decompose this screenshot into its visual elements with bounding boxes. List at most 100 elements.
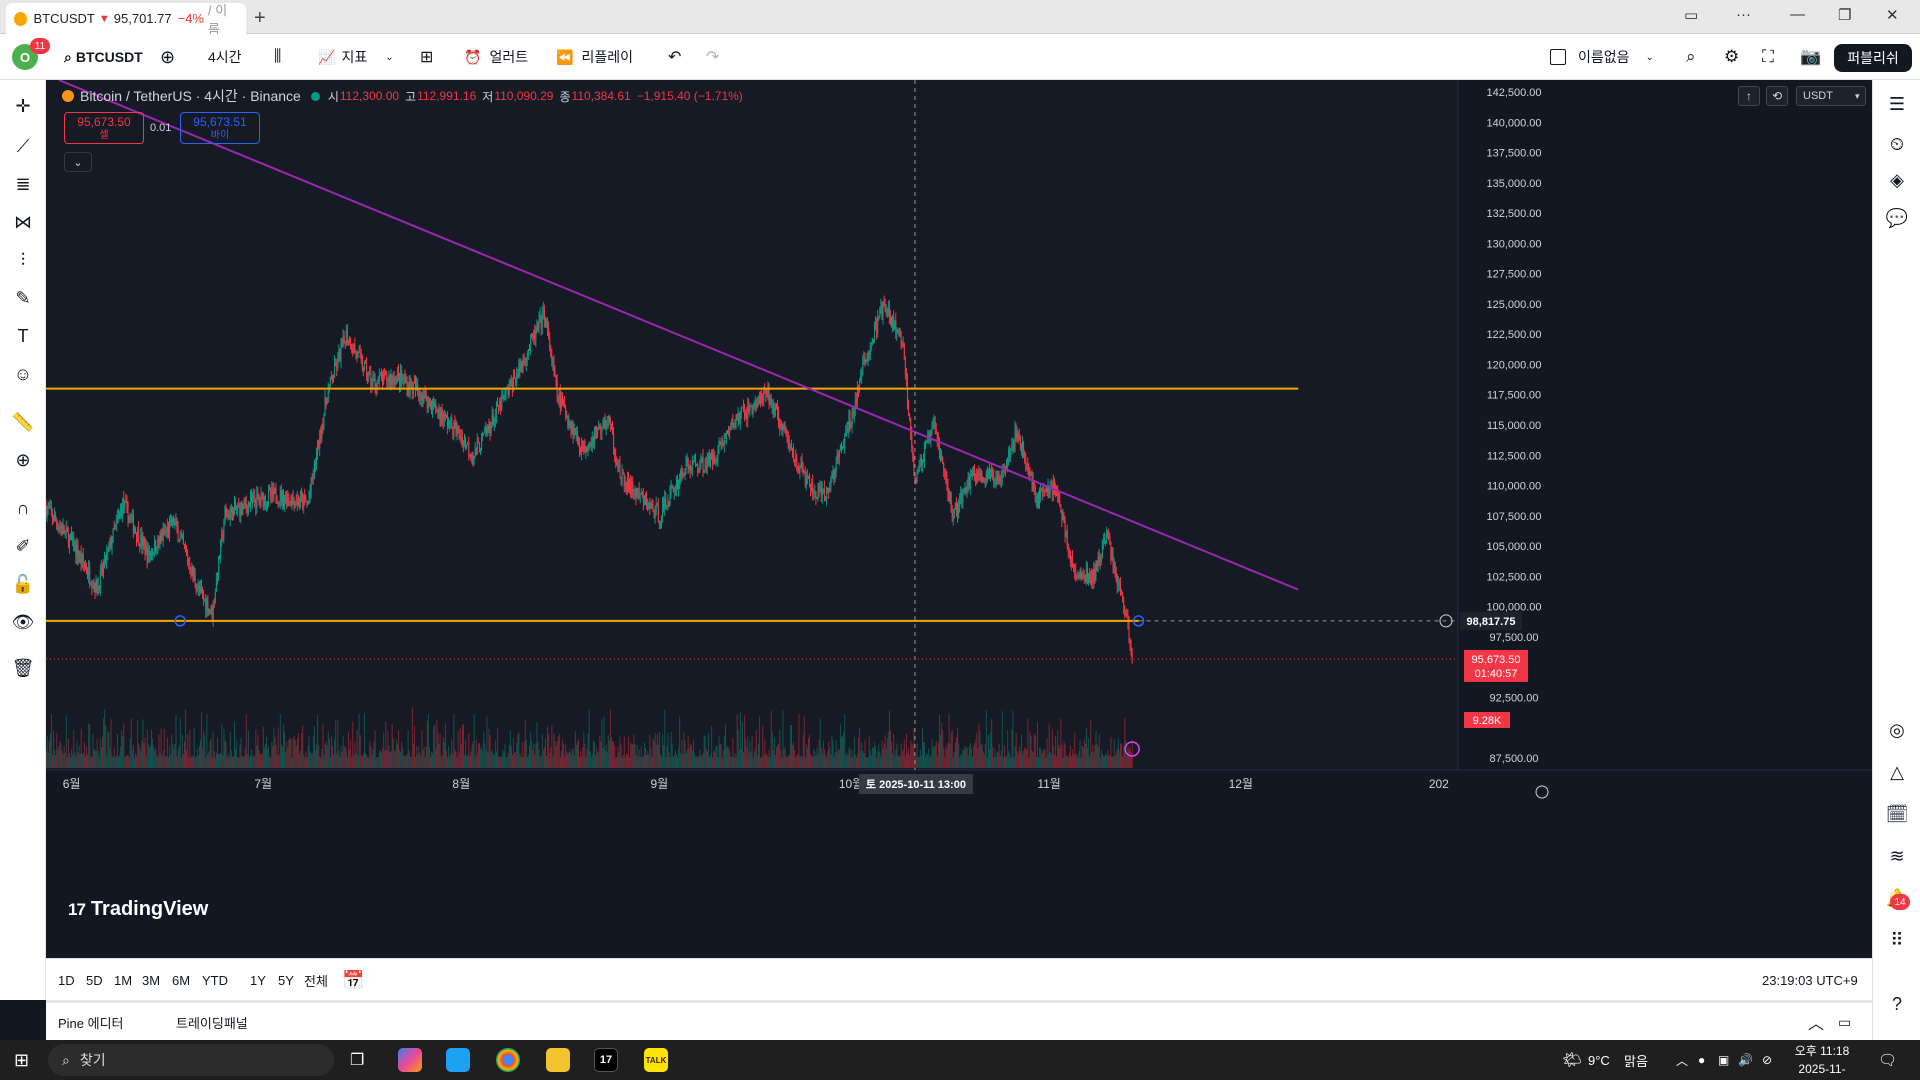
tray-camera-icon[interactable]: ▣ (1718, 1053, 1730, 1067)
publish-button[interactable]: 퍼블리쉬 (1834, 44, 1912, 72)
broadcast-icon[interactable]: ≋ (1889, 845, 1905, 866)
bird-app-icon[interactable] (446, 1048, 470, 1072)
candle-type-icon[interactable]: ⫼ (274, 48, 282, 65)
lock-icon[interactable]: 🔓 (11, 573, 35, 594)
minimize-button[interactable]: — (1790, 6, 1805, 23)
layout-name-button[interactable]: 이름없음 ⌄ (1550, 34, 1654, 80)
tray-chevron-icon[interactable]: ︿ (1676, 1053, 1689, 1068)
layouts-icon[interactable]: ⊞ (420, 49, 434, 66)
trading-panel-tab[interactable]: 트레이딩패널 (176, 1015, 248, 1031)
calendar-icon[interactable]: 🗓 (1885, 803, 1909, 824)
period-ytd[interactable]: YTD (202, 972, 228, 988)
arrow-up-icon[interactable]: ↑ (1738, 86, 1760, 106)
settings-gear-icon[interactable]: ⚙ (1724, 47, 1740, 66)
maximize-button[interactable]: ❐ (1838, 7, 1852, 24)
candle-body (489, 428, 491, 433)
period-1y[interactable]: 1Y (250, 972, 266, 988)
market-open-icon (310, 91, 320, 101)
browser-tab[interactable]: BTCUSDT ▼ 95,701.77 −4% / 이름 (6, 3, 246, 37)
chat-icon[interactable]: 💬 (1885, 207, 1909, 228)
task-view-icon[interactable]: ❐ (350, 1052, 365, 1069)
chrome-icon[interactable] (496, 1048, 520, 1072)
candle-body (927, 436, 929, 442)
redo-button[interactable]: ↷ (706, 49, 720, 66)
alerts-clock-icon[interactable]: ⏲ (1889, 133, 1905, 154)
collapse-legend-button[interactable]: ⌄ (64, 152, 92, 172)
period-6m[interactable]: 6M (172, 972, 191, 988)
help-icon[interactable]: ? (1891, 993, 1902, 1014)
calendar-range-icon[interactable]: 📅 (342, 969, 365, 990)
ruler-icon[interactable]: 📏 (11, 411, 35, 432)
symbol-search-button[interactable]: ⌕ BTCUSDT (64, 34, 143, 80)
taskbar-search[interactable]: ⌕ 찾기 (48, 1044, 334, 1076)
chart-pane[interactable]: 142,500.00 140,000.00 137,500.00 135,000.00… (46, 80, 1872, 958)
period-5y[interactable]: 5Y (278, 972, 294, 988)
lock-drawing-icon[interactable]: ✐ (15, 535, 31, 556)
candle-body (834, 472, 836, 480)
sell-button[interactable]: 95,673.50 셀 (64, 112, 144, 144)
weather-temp[interactable]: 9°C (1588, 1052, 1610, 1068)
quick-search-icon[interactable]: ⌕ (1686, 47, 1696, 66)
tray-kakao-icon[interactable]: ● (1698, 1053, 1706, 1067)
fib-lines-icon[interactable]: ≣ (15, 173, 31, 194)
zoom-in-icon[interactable]: ⊕ (15, 449, 31, 470)
currency-select[interactable]: USDT ▾ (1796, 86, 1866, 106)
more-icon[interactable]: ··· (1736, 6, 1751, 23)
alerts-button[interactable]: ⏰ 얼러트 (464, 34, 528, 80)
buy-button[interactable]: 95,673.51 바이 (180, 112, 260, 144)
period-3m[interactable]: 3M (142, 972, 161, 988)
new-tab-button[interactable]: + (254, 7, 266, 29)
price-chart[interactable]: 142,500.00140,000.00137,500.00135,000.00… (46, 80, 1872, 958)
crosshair-icon[interactable]: ✛ (15, 95, 31, 116)
candle-body (769, 397, 771, 403)
compare-symbol-button[interactable]: ⊕ (160, 46, 176, 67)
trendline-icon[interactable]: ⟋ (16, 135, 30, 156)
maximize-panel-icon[interactable]: ▭ (1838, 1013, 1852, 1030)
magnet-icon[interactable]: ∩ (16, 497, 30, 518)
volume-bar (885, 748, 887, 768)
eye-icon[interactable]: 👁 (11, 611, 35, 632)
copilot-icon[interactable] (398, 1048, 422, 1072)
camera-icon[interactable]: 📷 (1800, 47, 1822, 66)
weather-text[interactable]: 맑음 (1624, 1053, 1648, 1069)
close-button[interactable]: ✕ (1886, 7, 1899, 24)
projection-icon[interactable]: ⫶ (20, 249, 26, 270)
text-icon[interactable]: T (17, 325, 29, 346)
taskbar-clock[interactable]: 오후 11:18 2025-11-14 (1792, 1042, 1852, 1080)
pattern-icon[interactable]: ⋈ (14, 211, 32, 232)
notification-center-icon[interactable]: 🗨 (1878, 1052, 1898, 1069)
brush-icon[interactable]: ✎ (15, 287, 31, 308)
period-all[interactable]: 전체 (304, 973, 328, 989)
network-off-icon[interactable]: ⊘ (1762, 1053, 1773, 1067)
kakaotalk-icon[interactable]: TALK (644, 1048, 668, 1072)
speaker-icon[interactable]: 🔊 (1738, 1053, 1753, 1067)
windows-start-icon[interactable]: ⊞ (14, 1049, 30, 1070)
candle-body (1107, 530, 1109, 536)
target-icon[interactable]: ◎ (1889, 719, 1905, 740)
period-5d[interactable]: 5D (86, 972, 103, 988)
tradingview-app-icon[interactable]: 17 (594, 1048, 618, 1072)
period-1d[interactable]: 1D (58, 972, 75, 988)
status-time[interactable]: 23:19:03 UTC+9 (1762, 972, 1858, 988)
pyramid-icon[interactable]: △ (1890, 761, 1904, 782)
indicators-button[interactable]: 📈 지표 ⌄ (318, 34, 394, 80)
chevron-up-icon[interactable]: ︿ (1808, 1016, 1825, 1033)
undo-button[interactable]: ↶ (668, 49, 682, 66)
watchlist-icon[interactable]: ☰ (1888, 93, 1906, 114)
apps-grid-icon[interactable]: ⠿ (1890, 929, 1904, 950)
volume-bar (931, 738, 933, 768)
sync-icon[interactable]: ⟲ (1766, 86, 1788, 106)
period-1m[interactable]: 1M (114, 972, 133, 988)
fullscreen-icon[interactable]: ⛶ (1762, 47, 1774, 66)
volume-bar (753, 751, 755, 768)
replay-button[interactable]: ⏪ 리플레이 (556, 34, 633, 80)
emoji-icon[interactable]: ☺ (13, 363, 33, 384)
trash-icon[interactable]: 🗑 (11, 657, 35, 678)
layers-icon[interactable]: ◈ (1890, 169, 1904, 190)
file-explorer-icon[interactable] (546, 1048, 570, 1072)
interval-button[interactable]: 4시간 (208, 34, 242, 80)
pine-editor-tab[interactable]: Pine 에디터 (58, 1015, 124, 1031)
monitor-icon[interactable]: ▭ (1684, 7, 1699, 24)
volume-bar (146, 729, 148, 768)
candle-body (941, 453, 943, 458)
